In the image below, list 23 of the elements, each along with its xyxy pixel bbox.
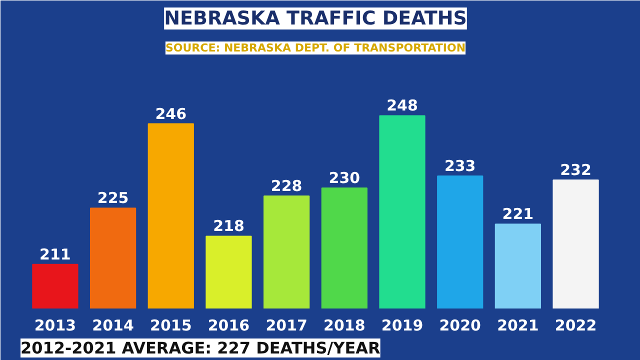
x-tick-label: 2020 bbox=[439, 316, 481, 334]
x-tick-label: 2013 bbox=[34, 316, 76, 334]
x-tick-label: 2019 bbox=[381, 316, 424, 334]
data-label: 246 bbox=[155, 104, 187, 123]
chart-subtitle: SOURCE: NEBRASKA DEPT. OF TRANSPORTATION bbox=[165, 42, 466, 54]
data-label: 228 bbox=[270, 177, 302, 196]
x-tick-label: 2017 bbox=[266, 316, 308, 334]
data-label: 225 bbox=[97, 189, 129, 208]
x-tick-label: 2016 bbox=[208, 316, 250, 334]
data-label: 230 bbox=[328, 169, 360, 188]
data-label: 218 bbox=[213, 217, 244, 236]
x-tick-label: 2021 bbox=[497, 316, 539, 334]
chart-title: NEBRASKA TRAFFIC DEATHS bbox=[164, 8, 467, 30]
data-label: 248 bbox=[386, 96, 418, 115]
x-tick-label: 2015 bbox=[150, 316, 192, 334]
data-label: 221 bbox=[502, 205, 534, 224]
x-tick-label: 2014 bbox=[92, 316, 134, 334]
text: 2012-2021 AVERAGE: 227 DEATHS/YEAR bbox=[20, 338, 380, 358]
data-label: 233 bbox=[444, 156, 476, 175]
data-label: 211 bbox=[40, 245, 71, 264]
x-tick-label: 2018 bbox=[324, 316, 366, 334]
data-label: 232 bbox=[560, 160, 592, 179]
x-tick-label: 2022 bbox=[554, 316, 597, 334]
